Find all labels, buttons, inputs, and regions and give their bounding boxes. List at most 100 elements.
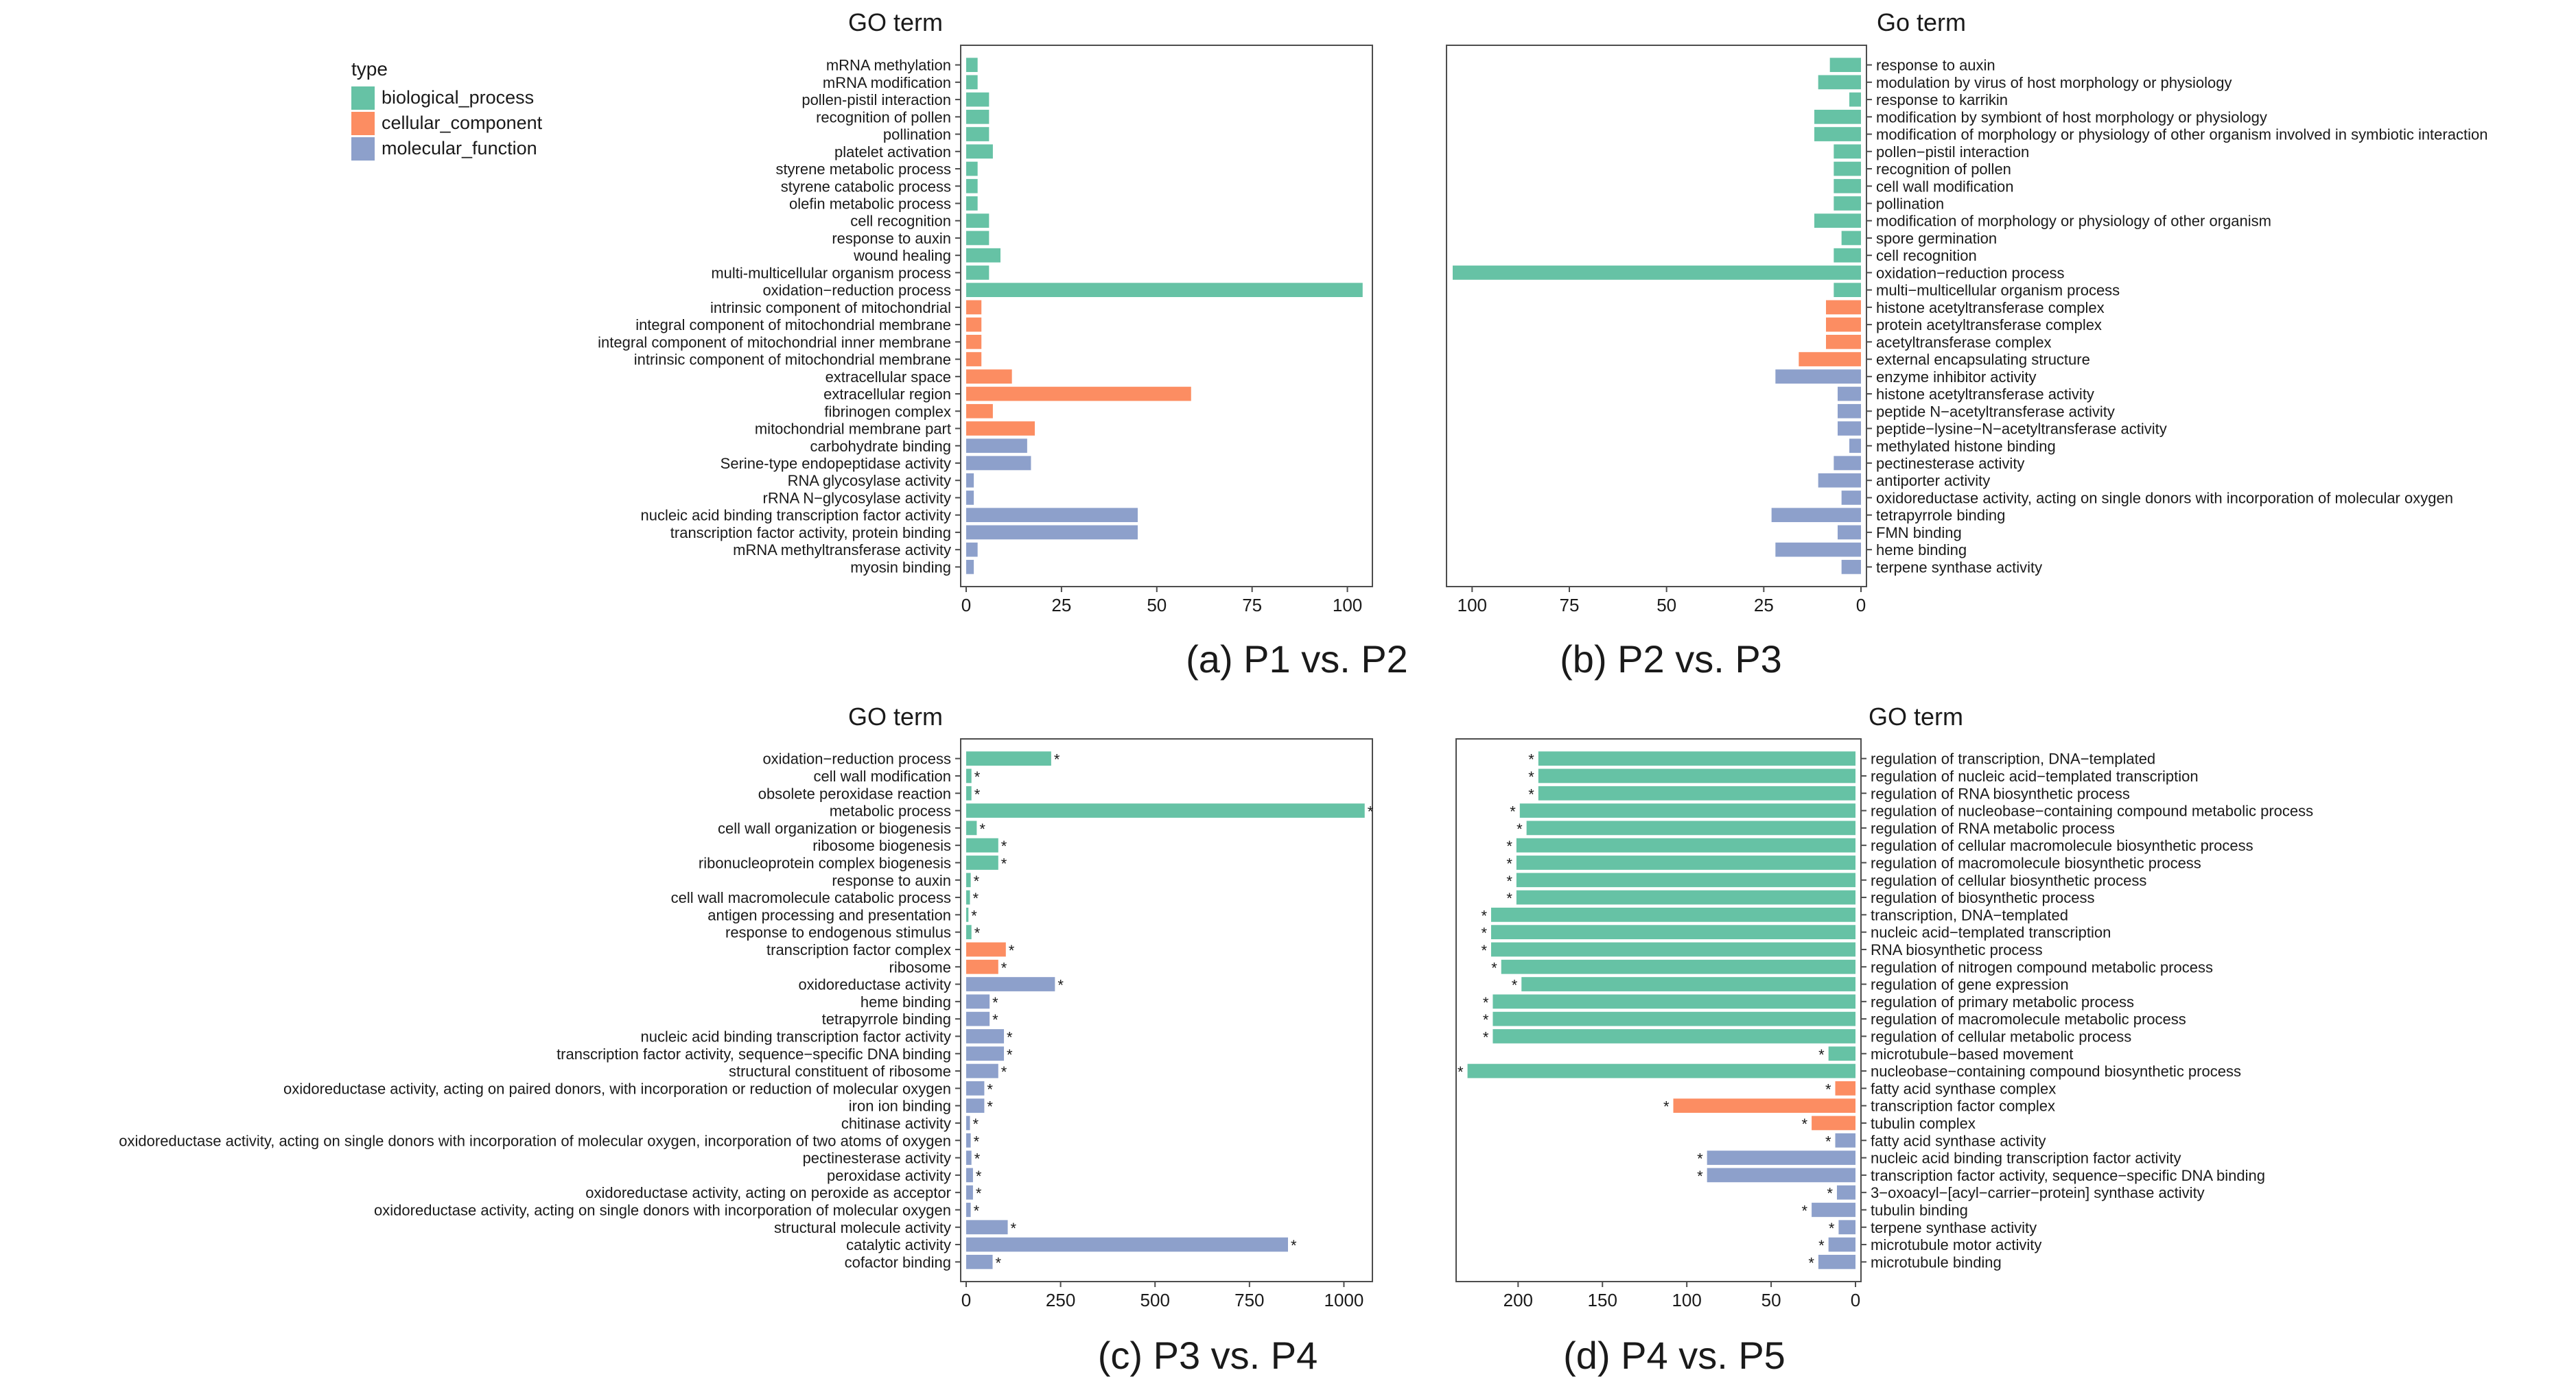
bar-nucleic-acid-binding-transcription-factor-activity [966, 1029, 1005, 1044]
category-label: extracellular region [823, 386, 951, 403]
panel-title: GO term [1869, 703, 1963, 731]
category-label: catalytic activity [846, 1236, 951, 1253]
bar-rrna-n-glycosylase-activity [966, 491, 974, 505]
significance-marker: * [1506, 890, 1512, 907]
significance-marker: * [1368, 803, 1374, 821]
category-label: modulation by virus of host morphology o… [1876, 74, 2232, 91]
significance-marker: * [1808, 1254, 1814, 1271]
bar-modification-by-symbiont-of-host-morphology-or-physiology [1814, 109, 1861, 124]
category-label: transcription factor complex [766, 941, 951, 958]
category-label: FMN binding [1876, 524, 1962, 541]
significance-marker: * [992, 994, 998, 1011]
significance-marker: * [1697, 1151, 1703, 1168]
significance-marker: * [1054, 751, 1060, 768]
category-label: rRNA N−glycosylase activity [763, 489, 951, 506]
category-label: pollination [883, 126, 951, 143]
category-label: methylated histone binding [1876, 438, 2056, 455]
bar-cell-wall-organization-or-biogenesis [966, 821, 977, 836]
category-label: 3−oxoacyl−[acyl−carrier−protein] synthas… [1871, 1184, 2205, 1201]
panel-caption: (b) P2 vs. P3 [1560, 637, 1782, 681]
legend-title: type [351, 58, 388, 80]
legend-swatch-molecular-function [351, 137, 375, 161]
category-label: tubulin complex [1871, 1115, 1976, 1132]
bar-myosin-binding [966, 560, 974, 574]
category-label: regulation of biosynthetic process [1871, 889, 2095, 906]
bar-regulation-of-nucleic-acid-templated-transcription [1538, 768, 1855, 783]
significance-marker: * [974, 925, 981, 942]
significance-marker: * [1481, 907, 1487, 924]
significance-marker: * [1457, 1063, 1464, 1081]
category-label: fibrinogen complex [824, 403, 951, 420]
bar-iron-ion-binding [966, 1098, 985, 1113]
category-label: terpene synthase activity [1871, 1219, 2037, 1236]
bar-mrna-modification [966, 75, 978, 90]
bar-oxidoreductase-activity-acting-on-paired-donors-with-incorporation-or-reduction-of-molecular-oxygen [966, 1081, 985, 1096]
category-label: ribosome biogenesis [812, 837, 951, 854]
category-label: styrene catabolic process [781, 178, 951, 195]
category-label: transcription factor activity, sequence−… [557, 1046, 951, 1063]
bar-modification-of-morphology-or-physiology-of-other-organism-involved-in-symbiotic-interaction [1814, 127, 1861, 141]
category-label: fatty acid synthase complex [1871, 1080, 2056, 1097]
bar-transcription-factor-activity-sequence-specific-dna-binding [966, 1046, 1005, 1061]
category-label: integral component of mitochondrial inne… [598, 333, 951, 351]
bar-oxidoreductase-activity-acting-on-single-donors-with-incorporation-of-molecular-oxygen-incorporation-of-two-atoms-of-oxygen [966, 1133, 971, 1148]
bar-heme-binding [966, 994, 990, 1009]
significance-marker: * [1506, 873, 1512, 890]
panel-d-p4-vs-p5: GO term regulation of transcription, DNA−… [1455, 703, 2313, 1377]
category-label: regulation of nitrogen compound metaboli… [1871, 958, 2213, 976]
significance-marker: * [1825, 1133, 1831, 1150]
category-label: heme binding [1876, 541, 1967, 558]
category-label: external encapsulating structure [1876, 351, 2090, 368]
bar-transcription-factor-activity-protein-binding [966, 525, 1138, 540]
category-label: tubulin binding [1871, 1201, 1968, 1218]
bar-pectinesterase-activity [1834, 456, 1861, 471]
category-label: mRNA modification [823, 74, 951, 91]
bar-regulation-of-cellular-macromolecule-biosynthetic-process [1516, 838, 1855, 853]
significance-marker: * [976, 1185, 982, 1202]
significance-marker: * [1007, 1028, 1013, 1046]
bar-pollen-pistil-interaction [1834, 144, 1861, 159]
category-label: pectinesterase activity [1876, 455, 2024, 472]
bar-rna-glycosylase-activity [966, 473, 974, 488]
category-label: RNA glycosylase activity [788, 472, 951, 489]
category-label: oxidoreductase activity, acting on paire… [283, 1080, 951, 1097]
category-label: styrene metabolic process [775, 161, 951, 178]
bar-tetrapyrrole-binding [966, 1011, 990, 1026]
category-label: response to auxin [832, 230, 951, 247]
significance-marker: * [1517, 821, 1523, 838]
significance-marker: * [976, 1168, 982, 1185]
category-label: regulation of transcription, DNA−templat… [1871, 751, 2155, 768]
category-label: microtubule motor activity [1871, 1236, 2041, 1253]
category-label: cell wall organization or biogenesis [718, 820, 951, 837]
significance-marker: * [1528, 751, 1534, 768]
bar-obsolete-peroxidase-reaction [966, 786, 972, 801]
significance-marker: * [1001, 1063, 1007, 1081]
significance-marker: * [974, 768, 981, 786]
significance-marker: * [974, 1133, 980, 1150]
category-label: histone acetyltransferase activity [1876, 386, 2094, 403]
category-label: extracellular space [826, 368, 951, 386]
legend-label-cellular-component: cellular_component [382, 113, 543, 133]
category-label: pollen-pistil interaction [801, 91, 951, 108]
panel-caption: (a) P1 vs. P2 [1186, 637, 1408, 681]
x-axis-tick-label: 0 [1856, 595, 1866, 615]
category-label: heme binding [860, 993, 951, 1011]
bar-extracellular-region [966, 386, 1191, 401]
bar-oxidation-reduction-process [966, 751, 1051, 766]
category-label: oxidoreductase activity, acting on singl… [1876, 489, 2453, 506]
bar-modulation-by-virus-of-host-morphology-or-physiology [1818, 75, 1861, 90]
bar-response-to-auxin [966, 231, 990, 246]
bar-cell-recognition [966, 213, 990, 228]
x-axis-tick-label: 50 [1656, 595, 1676, 615]
bar-terpene-synthase-activity [1841, 560, 1861, 574]
category-label: platelet activation [834, 143, 951, 161]
category-label: cell wall modification [813, 768, 951, 785]
category-label: nucleic acid binding transcription facto… [641, 1028, 951, 1045]
significance-marker: * [1481, 925, 1487, 942]
bar-carbohydrate-binding [966, 438, 1027, 453]
bar-histone-acetyltransferase-complex [1826, 300, 1861, 315]
category-label: RNA biosynthetic process [1871, 941, 2043, 958]
bar-structural-molecule-activity [966, 1220, 1008, 1235]
bar-chitinase-activity [966, 1116, 970, 1131]
x-axis-tick-label: 50 [1147, 595, 1167, 615]
